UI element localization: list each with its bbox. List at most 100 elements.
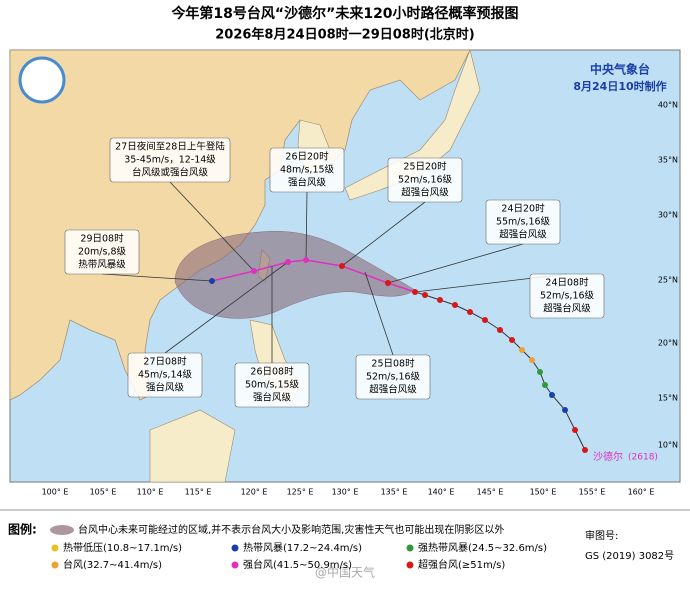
- legend-swatch: [51, 544, 59, 552]
- subtitle: 2026年8月24日08时一29日08时(北京时): [215, 27, 474, 43]
- annotation-text: 强台风级: [146, 382, 185, 394]
- leader-line: [164, 261, 289, 354]
- watermark: @中国天气: [315, 565, 375, 580]
- typhoon-name: 沙德尔: [593, 450, 623, 463]
- lon-label: 100° E: [42, 488, 69, 497]
- legend-swatch: [51, 561, 59, 569]
- lon-label: 130° E: [332, 488, 359, 497]
- annotation-box: [355, 354, 431, 400]
- legend-swatch: [231, 561, 239, 569]
- lon-label: 135° E: [381, 488, 408, 497]
- legend-title: 图例:: [8, 522, 37, 537]
- annotation-text: 热带风暴级: [78, 259, 126, 271]
- annotation-box: [485, 199, 561, 245]
- leader-line: [364, 271, 394, 356]
- annotation-text: 26日20时: [285, 151, 329, 163]
- lat-label: 40°N: [658, 101, 678, 110]
- track-point: [519, 347, 525, 353]
- legend-label: 超强台风(≥51m/s): [418, 558, 505, 571]
- annotation-text: 52m/s,16级: [540, 290, 595, 302]
- lon-label: 150° E: [530, 488, 557, 497]
- track-point: [537, 369, 543, 375]
- track-point: [497, 327, 503, 333]
- lat-label: 35°N: [658, 156, 678, 165]
- track-point: [542, 382, 548, 388]
- annotation-text: 25日20时: [403, 161, 447, 173]
- annotation-text: 52m/s,16级: [366, 371, 421, 383]
- annotation-text: 24日08时: [545, 277, 589, 289]
- leader-line: [169, 181, 255, 272]
- annotation-text: 35-45m/s，12-14级: [124, 154, 216, 166]
- legend-label: 热带风暴(17.2~24.4m/s): [243, 541, 362, 554]
- track-point: [572, 427, 578, 433]
- cma-logo: [18, 56, 66, 104]
- track-point: [422, 292, 428, 298]
- annotation-text: 20m/s,8级: [78, 246, 127, 258]
- legend-swatch: [231, 544, 239, 552]
- approval-label: 审图号:: [585, 529, 618, 542]
- lat-label: 20°N: [658, 339, 678, 348]
- leader-line: [387, 243, 524, 284]
- legend-label: 强台风(41.5~50.9m/s): [243, 558, 352, 571]
- annotation-text: 超强台风级: [369, 384, 417, 396]
- lon-label: 120° E: [241, 488, 268, 497]
- annotation-text: 强台风级: [288, 177, 327, 189]
- annotation-box: [387, 157, 463, 203]
- lon-label: 155° E: [579, 488, 606, 497]
- lon-label: 140° E: [428, 488, 455, 497]
- annotation-box: [529, 273, 605, 319]
- lon-label: 105° E: [90, 488, 117, 497]
- annotation-text: 29日08时: [80, 233, 124, 245]
- annotation-text: 52m/s,16级: [398, 174, 453, 186]
- track-point: [562, 407, 568, 413]
- cone-swatch: [50, 525, 74, 535]
- annotation-box: [109, 137, 231, 183]
- track-point: [582, 447, 588, 453]
- typhoon-code: (2618): [628, 453, 658, 463]
- forecast-point: [285, 259, 291, 265]
- forecast-point: [303, 257, 309, 263]
- lat-label: 30°N: [658, 211, 678, 220]
- legend-label: 台风(32.7~41.4m/s): [63, 558, 162, 571]
- approval-no: GS (2019) 3082号: [585, 550, 674, 562]
- made-time: 8月24日10时制作: [573, 79, 666, 93]
- legend-swatch: [406, 544, 414, 552]
- leader-line: [305, 191, 308, 261]
- lat-label: 10°N: [658, 441, 678, 450]
- forecast-point: [209, 278, 215, 284]
- lon-label: 145° E: [477, 488, 504, 497]
- lon-label: 125° E: [287, 488, 314, 497]
- track-point: [549, 392, 555, 398]
- annotation-text: 超强台风级: [401, 187, 449, 199]
- past-track: [414, 291, 586, 451]
- leader-line: [101, 273, 213, 282]
- annotation-text: 强台风级: [253, 392, 292, 404]
- track-point: [509, 337, 515, 343]
- annotation-text: 55m/s,16级: [496, 216, 551, 228]
- track-point: [437, 297, 443, 303]
- lat-label: 25°N: [658, 276, 678, 285]
- annotation-text: 24日20时: [501, 203, 545, 215]
- annotation-text: 台风级或强台风级: [132, 167, 209, 179]
- annotation-text: 45m/s,14级: [138, 369, 193, 381]
- lon-label: 115° E: [185, 488, 212, 497]
- track-point: [467, 309, 473, 315]
- annotation-text: 27日08时: [143, 356, 187, 368]
- lat-label: 15°N: [658, 394, 678, 403]
- annotation-text: 25日08时: [371, 358, 415, 370]
- annotation-box: [269, 147, 345, 193]
- title: 今年第18号台风“沙德尔”未来120小时路径概率预报图: [170, 5, 518, 22]
- forecast-point: [385, 280, 391, 286]
- forecast-point: [339, 263, 345, 269]
- annotation-text: 超强台风级: [543, 303, 591, 315]
- forecast-point: [251, 268, 257, 274]
- annotation-text: 27日夜间至28日上午登陆: [115, 141, 225, 153]
- lon-label: 160° E: [628, 488, 655, 497]
- legend-label: 热带低压(10.8~17.1m/s): [63, 541, 182, 554]
- annotation-text: 26日08时: [250, 366, 294, 378]
- track-point: [482, 317, 488, 323]
- annotation-text: 48m/s,15级: [280, 164, 335, 176]
- cone-text: 台风中心未来可能经过的区域,并不表示台风大小及影响范围,灾害性天气也可能出现在阴…: [78, 523, 504, 536]
- leader-line: [341, 201, 426, 267]
